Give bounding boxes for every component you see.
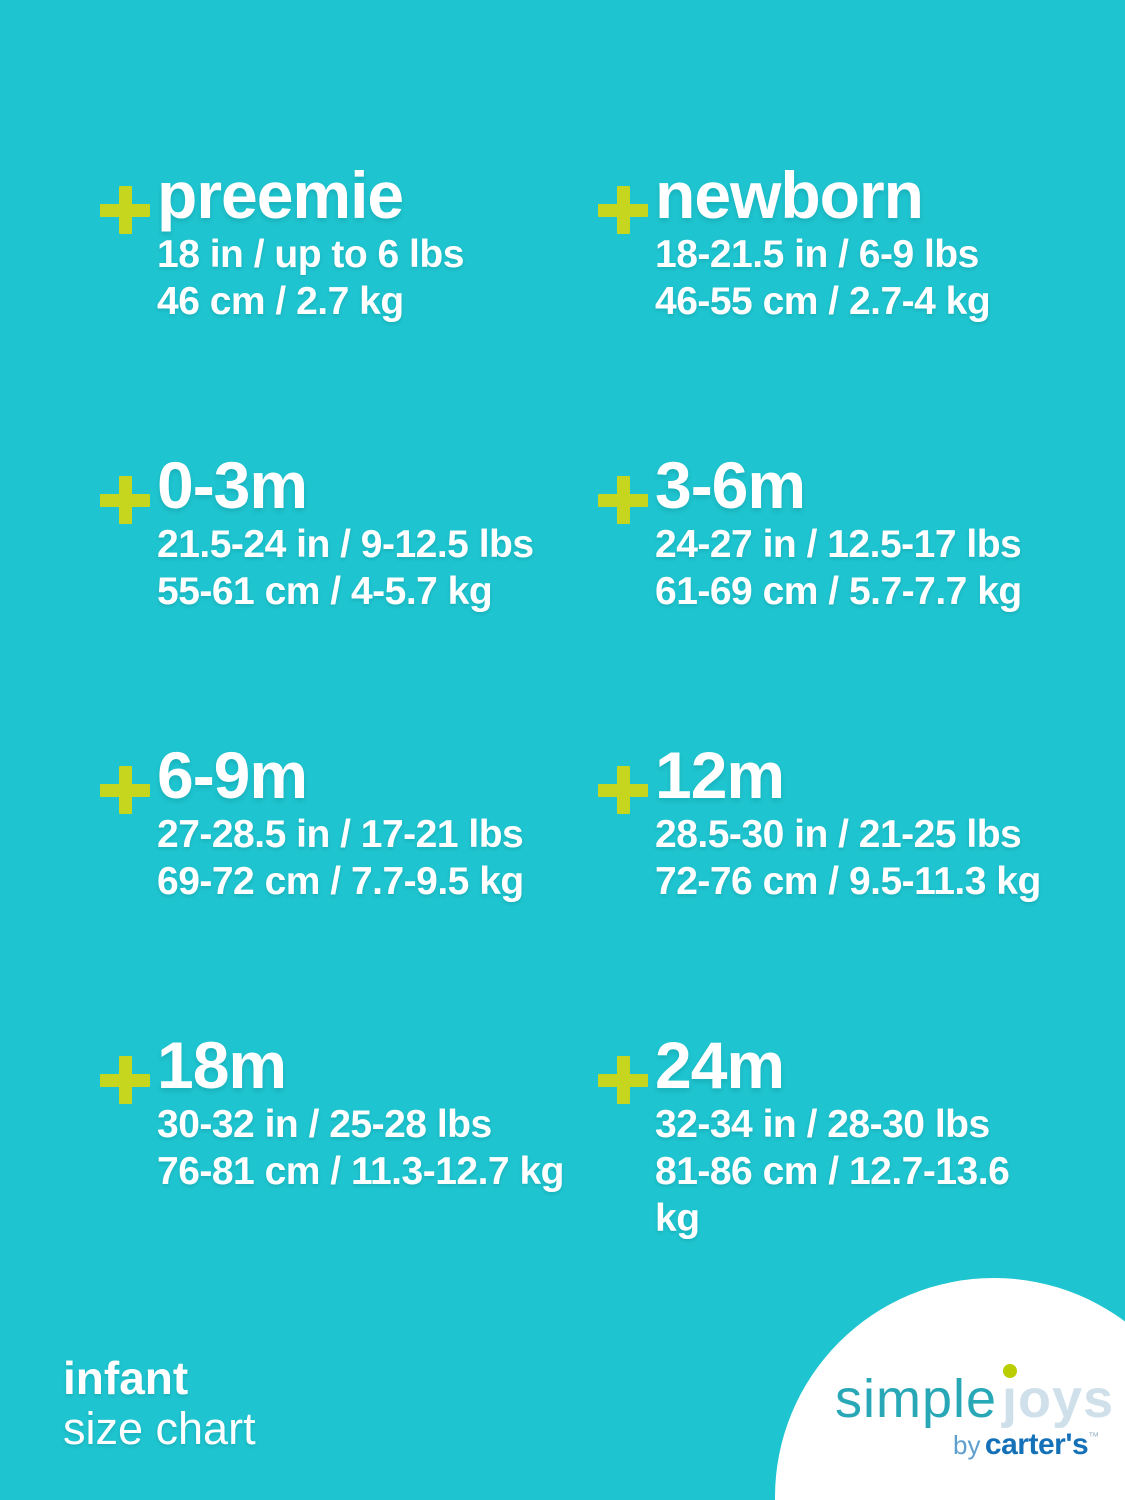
size-block-newborn: newborn 18-21.5 in / 6-9 lbs 46-55 cm / … bbox=[598, 162, 1060, 452]
size-block-18m: 18m 30-32 in / 25-28 lbs 76-81 cm / 11.3… bbox=[100, 1032, 598, 1322]
size-imperial: 18-21.5 in / 6-9 lbs bbox=[655, 233, 979, 276]
footer: infant size chart bbox=[63, 1352, 256, 1454]
size-imperial: 18 in / up to 6 lbs bbox=[157, 233, 464, 276]
size-imperial: 32-34 in / 28-30 lbs bbox=[655, 1103, 990, 1146]
plus-icon bbox=[100, 476, 150, 524]
logo-joys-text: joys bbox=[1000, 1364, 1115, 1429]
plus-icon bbox=[100, 766, 150, 814]
size-metric: 76-81 cm / 11.3-12.7 kg bbox=[157, 1150, 564, 1193]
size-block-24m: 24m 32-34 in / 28-30 lbs 81-86 cm / 12.7… bbox=[598, 1032, 1060, 1322]
logo-by-text: by bbox=[953, 1430, 981, 1460]
logo-trademark-icon: ™ bbox=[1088, 1431, 1100, 1443]
size-block-12m: 12m 28.5-30 in / 21-25 lbs 72-76 cm / 9.… bbox=[598, 742, 1060, 1032]
size-imperial: 28.5-30 in / 21-25 lbs bbox=[655, 813, 1022, 856]
plus-icon bbox=[598, 766, 648, 814]
plus-icon bbox=[100, 186, 150, 234]
footer-subtitle: size chart bbox=[63, 1403, 256, 1454]
size-block-3-6m: 3-6m 24-27 in / 12.5-17 lbs 61-69 cm / 5… bbox=[598, 452, 1060, 742]
size-label: newborn bbox=[655, 158, 924, 232]
size-block-0-3m: 0-3m 21.5-24 in / 9-12.5 lbs 55-61 cm / … bbox=[100, 452, 598, 742]
size-label: 18m bbox=[157, 1028, 287, 1102]
plus-icon bbox=[598, 1056, 648, 1104]
size-imperial: 24-27 in / 12.5-17 lbs bbox=[655, 523, 1022, 566]
plus-icon bbox=[100, 1056, 150, 1104]
size-metric: 72-76 cm / 9.5-11.3 kg bbox=[655, 860, 1041, 903]
logo-byline: by carter's™ bbox=[953, 1430, 1099, 1460]
plus-icon bbox=[598, 476, 648, 524]
size-metric: 46 cm / 2.7 kg bbox=[157, 280, 404, 323]
size-imperial: 30-32 in / 25-28 lbs bbox=[157, 1103, 492, 1146]
size-metric: 61-69 cm / 5.7-7.7 kg bbox=[655, 570, 1022, 613]
logo-carters-text: carter's bbox=[984, 1428, 1089, 1461]
size-label: 0-3m bbox=[157, 448, 308, 522]
size-imperial: 21.5-24 in / 9-12.5 lbs bbox=[157, 523, 534, 566]
size-metric: 69-72 cm / 7.7-9.5 kg bbox=[157, 860, 524, 903]
size-label: 6-9m bbox=[157, 738, 308, 812]
size-label: 24m bbox=[655, 1028, 785, 1102]
size-label: 3-6m bbox=[655, 448, 806, 522]
size-grid: preemie 18 in / up to 6 lbs 46 cm / 2.7 … bbox=[100, 162, 1060, 1322]
logo-joys-word: joys bbox=[1002, 1369, 1115, 1429]
size-block-preemie: preemie 18 in / up to 6 lbs 46 cm / 2.7 … bbox=[100, 162, 598, 452]
size-metric: 55-61 cm / 4-5.7 kg bbox=[157, 570, 493, 613]
size-label: 12m bbox=[655, 738, 785, 812]
size-metric: 81-86 cm / 12.7-13.6 kg bbox=[655, 1150, 1010, 1240]
size-block-6-9m: 6-9m 27-28.5 in / 17-21 lbs 69-72 cm / 7… bbox=[100, 742, 598, 1032]
size-label: preemie bbox=[157, 158, 404, 232]
plus-icon bbox=[598, 186, 648, 234]
size-metric: 46-55 cm / 2.7-4 kg bbox=[655, 280, 991, 323]
logo-simple-text: simple bbox=[835, 1369, 998, 1429]
size-imperial: 27-28.5 in / 17-21 lbs bbox=[157, 813, 524, 856]
logo-j-dot-icon bbox=[1003, 1364, 1018, 1378]
footer-title: infant bbox=[63, 1352, 189, 1404]
